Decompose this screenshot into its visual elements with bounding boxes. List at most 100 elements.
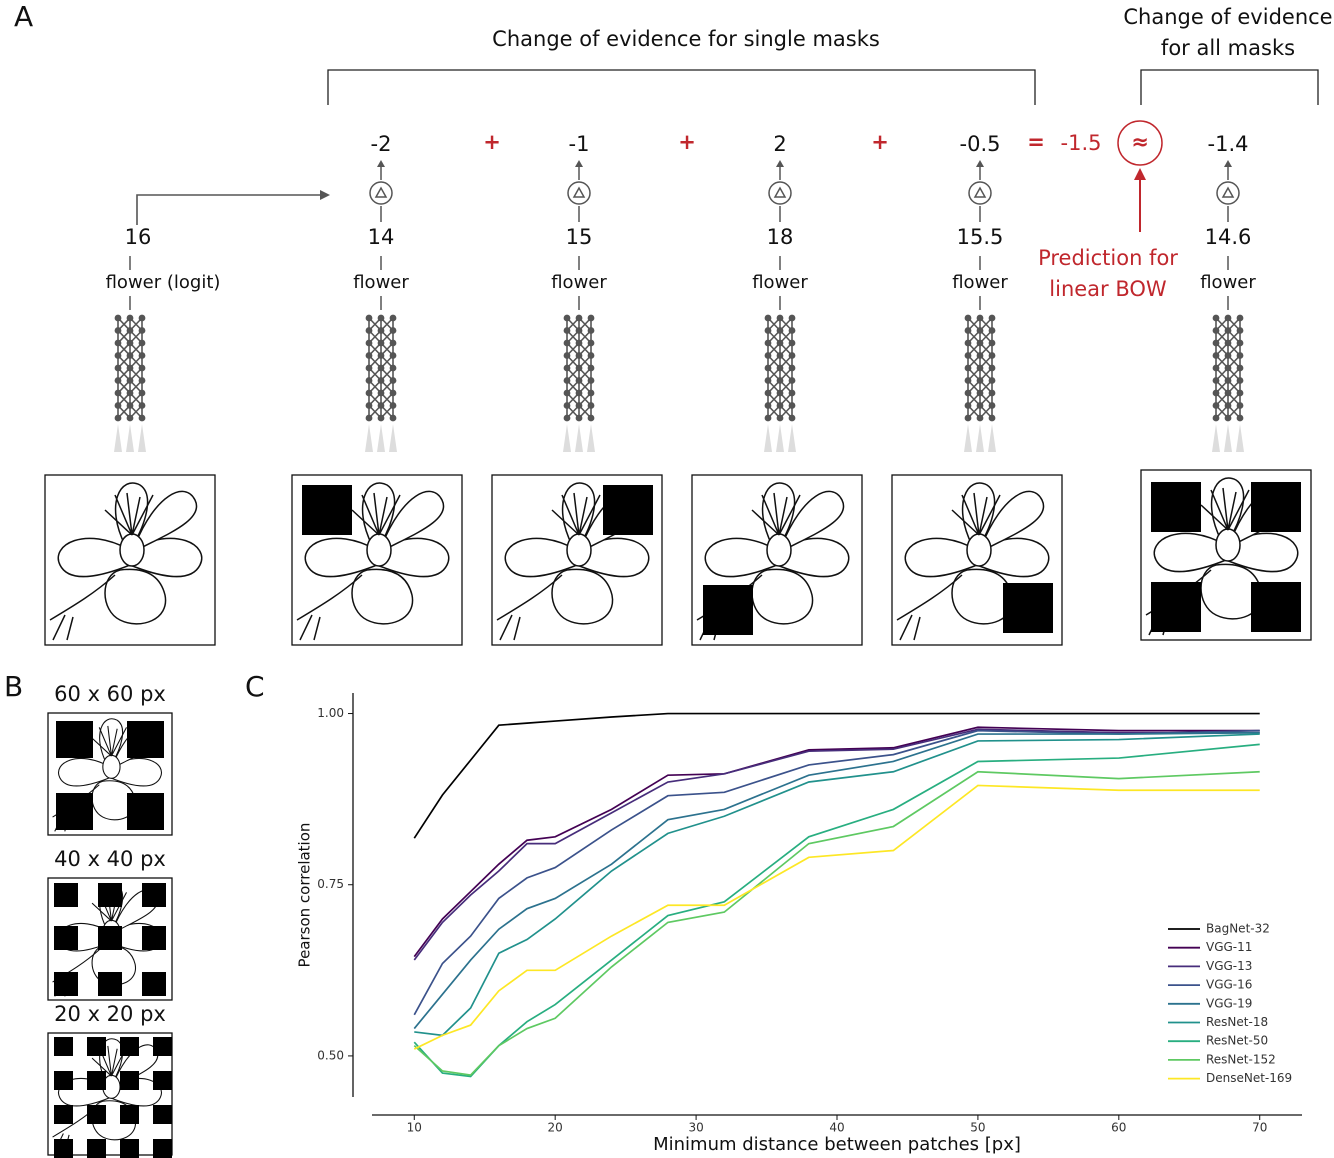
mask	[127, 793, 164, 830]
delta: -1	[569, 132, 590, 156]
logit: 15	[566, 225, 593, 249]
delta: 2	[773, 132, 786, 156]
mask	[54, 1105, 73, 1124]
legend-label: BagNet-32	[1206, 922, 1270, 936]
note: Prediction for	[1038, 246, 1178, 270]
network	[113, 314, 147, 452]
mask	[120, 1139, 139, 1158]
approx: ≈	[1131, 130, 1149, 154]
y-tick-label: 0.50	[317, 1048, 344, 1062]
line	[413, 784, 1260, 1050]
mask	[120, 1037, 139, 1056]
x-tick-label: 10	[407, 1121, 422, 1135]
delta: -1.4	[1208, 132, 1249, 156]
mask	[120, 1105, 139, 1124]
mask	[142, 883, 166, 907]
delta-node	[567, 181, 591, 205]
mask	[153, 1139, 172, 1158]
network	[1211, 314, 1245, 452]
logit: 16	[125, 225, 152, 249]
line	[413, 743, 1260, 1078]
mask	[54, 926, 78, 950]
sum: -1.5	[1061, 131, 1102, 155]
class-label: flower	[1200, 272, 1256, 293]
x-tick-label: 20	[548, 1121, 563, 1135]
delta: -2	[371, 132, 392, 156]
delta-sign	[1221, 186, 1235, 198]
class-label: flower	[752, 272, 808, 293]
arrow-head	[1134, 168, 1146, 180]
arrow-head	[320, 190, 330, 200]
mask	[153, 1105, 172, 1124]
delta-sign	[773, 186, 787, 198]
operator: +	[483, 130, 501, 154]
mask-size: 20 x 20 px	[54, 1002, 166, 1026]
arrow-head	[976, 160, 984, 167]
note: linear BOW	[1049, 277, 1167, 301]
logit: 14.6	[1205, 225, 1252, 249]
mask	[54, 883, 78, 907]
x-tick-label: 40	[829, 1121, 844, 1135]
arrow-head	[377, 160, 385, 167]
mask	[54, 1139, 73, 1158]
mask	[87, 1139, 106, 1158]
x-tick-label: 60	[1111, 1121, 1126, 1135]
mask-size: 40 x 40 px	[54, 847, 166, 871]
class-label: flower	[353, 272, 409, 293]
delta-node	[968, 181, 992, 205]
mask	[98, 972, 122, 996]
legend-label: VGG-19	[1206, 996, 1252, 1010]
legend-label: DenseNet-169	[1206, 1071, 1292, 1085]
panel-label: B	[4, 670, 23, 703]
y-axis-label: Pearson correlation	[296, 823, 314, 968]
mask	[54, 972, 78, 996]
mask	[87, 1037, 106, 1056]
mask	[703, 585, 753, 635]
network	[963, 314, 997, 452]
delta-sign	[374, 186, 388, 198]
line	[413, 729, 1260, 1016]
title-single: Change of evidence for single masks	[492, 27, 880, 51]
delta-sign	[973, 186, 987, 198]
mask	[1251, 482, 1301, 532]
arrow	[136, 194, 326, 225]
mask	[1251, 582, 1301, 632]
mask	[142, 972, 166, 996]
mask	[54, 1037, 73, 1056]
legend-label: VGG-16	[1206, 978, 1252, 992]
panel-label: C	[245, 670, 265, 703]
mask	[153, 1037, 172, 1056]
operator: +	[871, 130, 889, 154]
line	[413, 726, 1260, 958]
logit: 15.5	[957, 225, 1004, 249]
mask	[87, 1071, 106, 1090]
network	[763, 314, 797, 452]
panel-c: C Minimum distance between patches [px] …	[245, 670, 1302, 1155]
arrow-head	[776, 160, 784, 167]
approx-circle	[1117, 120, 1163, 166]
class-label: flower	[952, 272, 1008, 293]
mask	[603, 485, 653, 535]
y-tick-label: 1.00	[317, 706, 344, 720]
x-axis-label: Minimum distance between patches [px]	[653, 1134, 1021, 1155]
line	[413, 712, 1260, 839]
mask	[302, 485, 352, 535]
bracket	[1140, 69, 1319, 105]
class-label: flower (logit)	[106, 272, 221, 293]
line	[413, 728, 1260, 961]
mask-size: 60 x 60 px	[54, 682, 166, 706]
bracket	[327, 69, 1036, 105]
mask	[142, 926, 166, 950]
line	[414, 733, 1260, 1037]
mask	[87, 1105, 106, 1124]
delta-node	[1216, 181, 1240, 205]
title-all: Change of evidence	[1123, 5, 1332, 29]
panel-a: A Change of evidence for single masks Ch…	[14, 0, 1333, 646]
legend-label: VGG-13	[1206, 959, 1252, 973]
y-tick-label: 0.75	[317, 877, 344, 891]
mask	[127, 721, 164, 758]
mask	[56, 793, 93, 830]
mask	[1003, 583, 1053, 633]
mask	[120, 1071, 139, 1090]
